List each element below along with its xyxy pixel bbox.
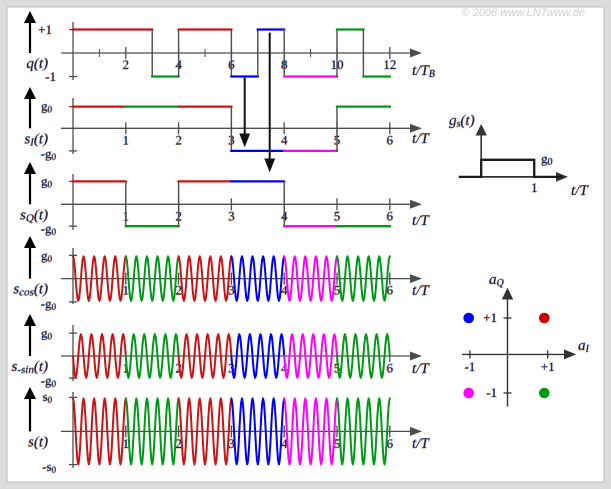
svg-text:5: 5 (334, 209, 341, 224)
svg-text:6: 6 (387, 209, 394, 224)
svg-text:6: 6 (387, 361, 394, 376)
svg-text:s(t): s(t) (28, 434, 48, 450)
svg-text:2: 2 (175, 133, 182, 148)
svg-text:2: 2 (123, 57, 130, 72)
svg-text:1: 1 (531, 180, 538, 195)
svg-text:3: 3 (228, 209, 235, 224)
svg-text:+1: +1 (541, 359, 555, 374)
svg-text:-1: -1 (464, 359, 475, 374)
svg-text:t/T: t/T (412, 283, 430, 299)
svg-text:gs(t): gs(t) (449, 113, 475, 130)
svg-text:4: 4 (281, 133, 288, 148)
svg-text:© 2008 www.LNTwww.de: © 2008 www.LNTwww.de (462, 7, 585, 19)
svg-text:+1: +1 (483, 310, 497, 325)
svg-text:12: 12 (383, 57, 396, 72)
svg-text:-1: -1 (486, 385, 497, 400)
svg-text:t/T: t/T (412, 436, 430, 452)
svg-text:-1: -1 (45, 69, 56, 84)
svg-text:1: 1 (123, 133, 130, 148)
svg-text:t/T: t/T (571, 183, 589, 199)
svg-text:6: 6 (387, 133, 394, 148)
svg-text:t/T: t/T (412, 131, 430, 147)
svg-text:t/T: t/T (412, 361, 430, 377)
svg-text:t/T: t/T (412, 213, 430, 229)
svg-text:+1: +1 (38, 22, 52, 37)
